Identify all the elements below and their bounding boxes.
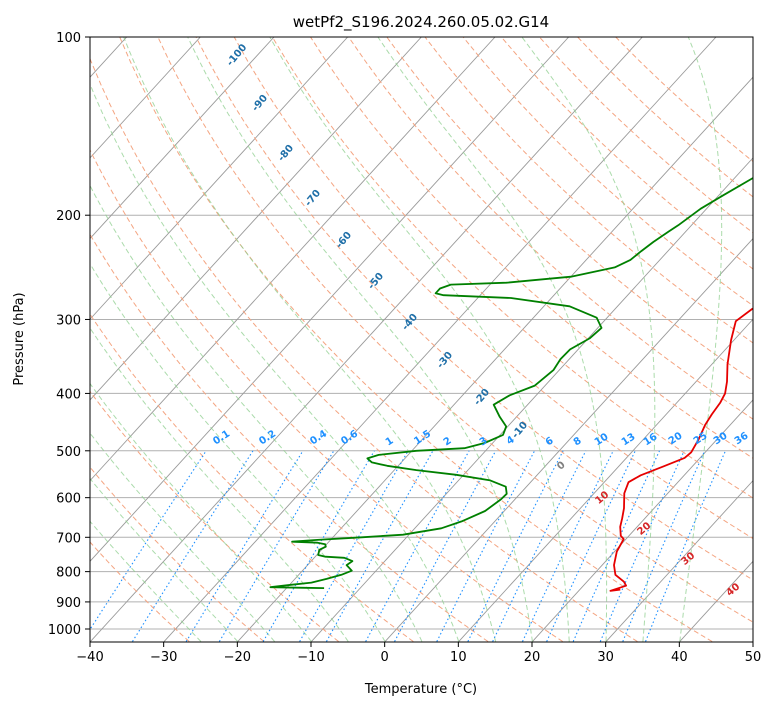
mixing-ratio-line: [326, 450, 434, 642]
y-tick-label: 500: [56, 445, 81, 460]
isotherm-line: [532, 399, 753, 642]
isotherm-line: [605, 479, 753, 642]
moist-adiabat-line: [90, 432, 275, 642]
isotherms: [90, 37, 753, 642]
x-tick-label: 10: [450, 650, 467, 665]
x-axis: −40 −30 −20 −10 0 10 20 30 40 50: [76, 642, 761, 665]
dry-adiabat-line: [386, 37, 753, 382]
y-tick-label: 900: [56, 596, 81, 611]
isotherm-line: [90, 37, 422, 401]
y-tick-label: 100: [56, 31, 81, 46]
mixing-ratio-label: 3: [478, 435, 490, 448]
y-tick-label: 300: [56, 313, 81, 328]
temperature-profile-line: [609, 307, 753, 592]
x-tick-label: −40: [76, 650, 103, 665]
x-axis-label: Temperature (°C): [364, 682, 477, 697]
moist-adiabat-line: [269, 37, 570, 642]
dry-adiabat-line: [90, 148, 563, 642]
plot-frame: [89, 36, 754, 643]
isotherm-line: [384, 237, 753, 642]
mixing-ratio-line: [394, 450, 497, 642]
mixing-ratio-lines: [90, 450, 727, 642]
mixing-ratio-label: 6: [544, 435, 556, 448]
isotherm-line: [458, 318, 753, 642]
x-tick-label: 20: [524, 650, 541, 665]
mixing-ratio-line: [299, 450, 409, 642]
isotherm-line: [90, 37, 496, 482]
mixing-ratio-label: 1: [384, 435, 396, 448]
mixing-ratio-line: [185, 450, 304, 642]
mixing-ratio-label: 8: [572, 435, 584, 448]
x-tick-label: 0: [381, 650, 389, 665]
x-tick-label: −30: [150, 650, 177, 665]
y-axis: 100 200 300 400 500 600 700 800 900 1000: [48, 31, 90, 638]
dry-adiabat-line: [157, 37, 753, 623]
dewpoint-profile-line: [269, 176, 753, 589]
x-tick-label: 50: [745, 650, 762, 665]
y-tick-label: 400: [56, 387, 81, 402]
moist-adiabat-line: [90, 477, 239, 642]
moist-adiabat-line: [377, 37, 608, 642]
mixing-ratio-line: [622, 450, 706, 642]
dry-adiabat-line: [90, 57, 638, 642]
moist-adiabat-line: [90, 82, 460, 642]
moist-adiabat-line: [187, 37, 533, 642]
dry-adiabat-line: [195, 37, 753, 581]
y-tick-label: 800: [56, 566, 81, 581]
mixing-ratio-line: [436, 450, 536, 642]
profile-series: [269, 176, 753, 592]
mixing-ratio-line: [90, 450, 207, 631]
mixing-ratio-line: [572, 450, 660, 642]
chart-title: wetPf2_S196.2024.260.05.02.G14: [293, 13, 549, 32]
y-tick-label: 600: [56, 492, 81, 507]
x-tick-label: 40: [671, 650, 688, 665]
y-tick-label: 700: [56, 531, 81, 546]
y-tick-label: 200: [56, 209, 81, 224]
moist-adiabat-line: [123, 37, 497, 642]
x-tick-label: 30: [597, 650, 614, 665]
dry-adiabat-line: [233, 37, 753, 540]
isotherm-line: [90, 37, 349, 320]
mixing-ratio-line: [599, 450, 685, 642]
plot-area: 0.1 0.2 0.4 0.6 1 1.5 2 3 4 6 8 10 13 16…: [90, 37, 753, 642]
mixing-ratio-label: 4: [505, 434, 517, 447]
moist-adiabat-line: [90, 520, 202, 642]
isotherm-line: [90, 37, 275, 240]
mixing-ratio-line: [365, 450, 470, 642]
x-tick-label: −20: [224, 650, 251, 665]
dry-adiabat-line: [119, 37, 713, 642]
moist-adiabat-line: [90, 327, 349, 642]
moist-adiabats: [90, 37, 723, 642]
y-axis-label: Pressure (hPa): [12, 292, 27, 385]
moist-adiabat-line: [521, 37, 656, 642]
mixing-ratio-line: [645, 450, 727, 642]
isotherm-line: [163, 37, 717, 642]
isotherm-line: [90, 37, 570, 562]
y-tick-label: 1000: [48, 623, 81, 638]
mixing-ratio-line: [132, 450, 254, 642]
moist-adiabat-line: [679, 37, 723, 642]
isotherm-line: [90, 37, 201, 159]
moist-adiabat-line: [90, 262, 386, 642]
x-tick-label: −10: [297, 650, 324, 665]
dry-adiabat-line: [424, 37, 753, 344]
moist-adiabat-line: [90, 184, 423, 642]
mixing-ratio-line: [467, 450, 564, 642]
mixing-ratio-label: 2: [442, 435, 454, 448]
dry-adiabat-line: [90, 313, 414, 642]
dry-adiabat-line: [271, 37, 753, 499]
isotherm-line: [237, 76, 753, 642]
